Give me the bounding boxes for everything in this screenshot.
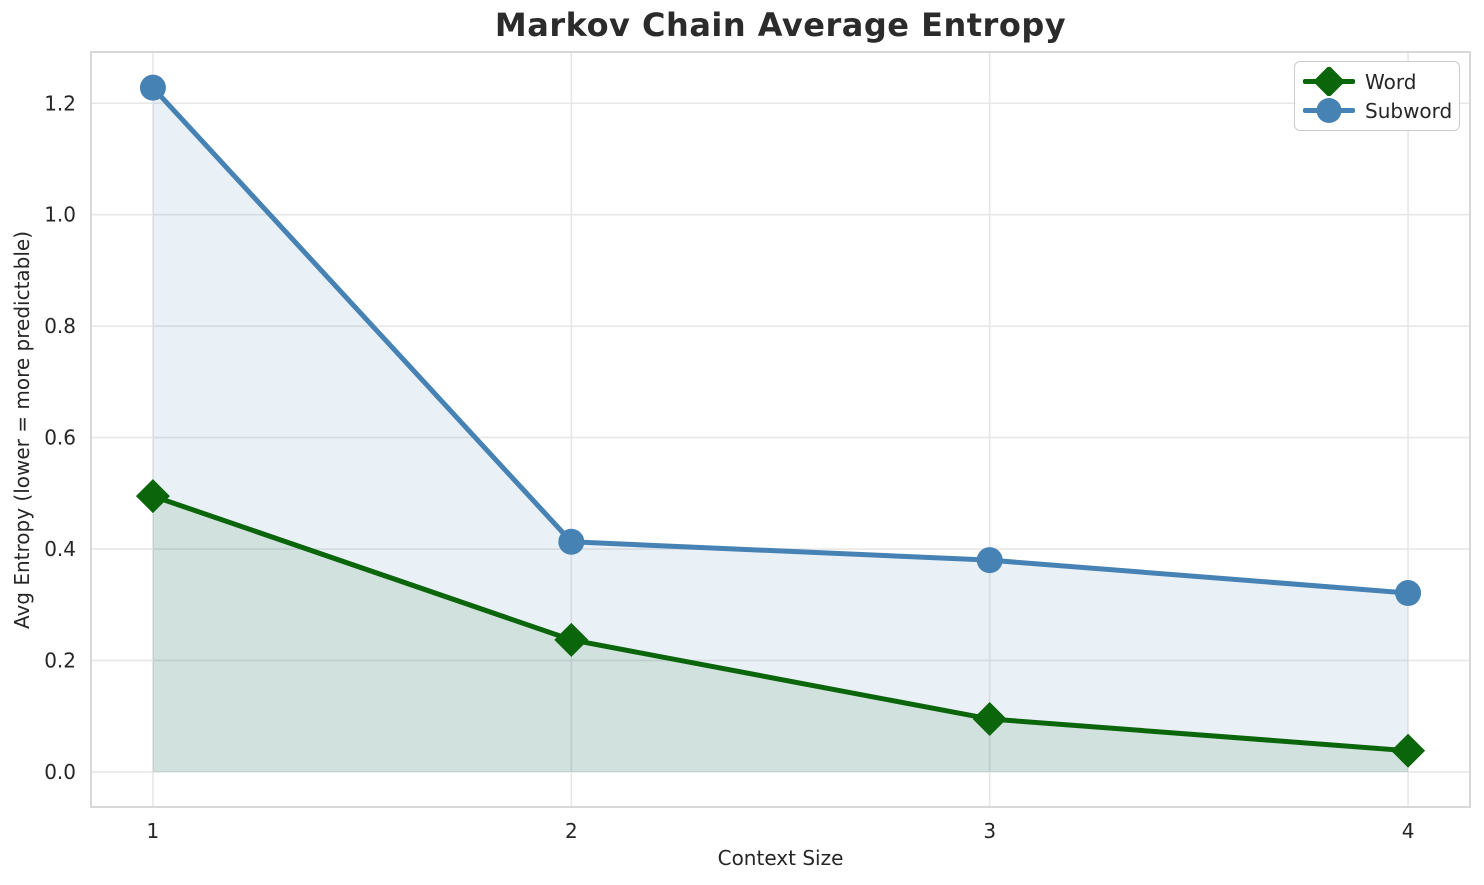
x-axis-label: Context Size	[717, 846, 844, 870]
y-tick-label-1.2: 1.2	[44, 91, 76, 115]
marker-subword-3	[976, 547, 1003, 574]
legend-item-word: Word	[1303, 67, 1447, 96]
x-tick-label-1: 1	[147, 819, 160, 843]
y-tick-label-1: 1.0	[44, 203, 76, 227]
x-tick-label-2: 2	[565, 819, 578, 843]
y-tick-label-0.8: 0.8	[44, 314, 76, 338]
marker-word-1	[135, 479, 170, 514]
word-marker-icon	[1303, 67, 1355, 96]
y-tick-label-0.4: 0.4	[44, 537, 76, 561]
marker-word-4	[1391, 733, 1426, 768]
legend: Word Subword	[1294, 61, 1460, 131]
series-line-subword	[150, 85, 1411, 596]
y-tick-label-0.6: 0.6	[44, 426, 76, 450]
x-tick-label-3: 3	[983, 819, 996, 843]
marker-word-2	[554, 622, 589, 657]
area-fill-subword	[152, 87, 1409, 772]
plot-border	[90, 51, 1471, 808]
marker-word-3	[972, 701, 1007, 736]
marker-subword-1	[139, 74, 166, 101]
marker-subword-4	[1395, 580, 1422, 607]
y-tick-label-0.2: 0.2	[44, 648, 76, 672]
marker-subword-2	[558, 528, 585, 555]
y-axis-label: Avg Entropy (lower = more predictable)	[10, 230, 34, 630]
x-tick-label-4: 4	[1402, 819, 1415, 843]
series-line-word	[150, 493, 1411, 754]
legend-label-subword: Subword	[1365, 98, 1453, 123]
legend-label-word: Word	[1365, 69, 1417, 94]
chart-title: Markov Chain Average Entropy	[494, 6, 1067, 44]
area-fill-word	[152, 496, 1409, 772]
legend-item-subword: Subword	[1303, 96, 1452, 125]
y-tick-label-0: 0.0	[44, 760, 76, 784]
subword-marker-icon	[1303, 98, 1355, 123]
